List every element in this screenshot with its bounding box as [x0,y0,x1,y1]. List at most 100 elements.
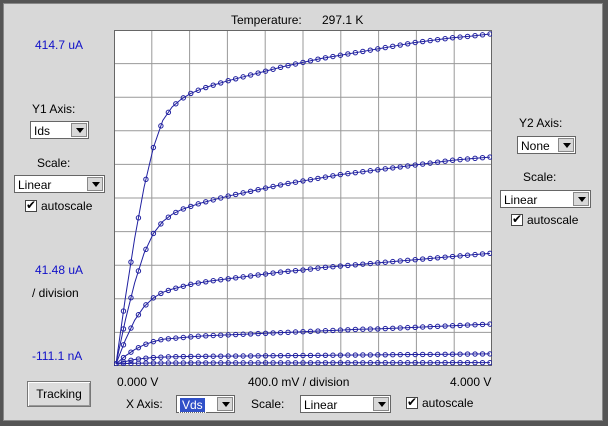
data-point [173,209,179,216]
data-point [322,55,329,61]
data-point [158,360,164,366]
data-point [218,360,224,366]
data-point [225,353,231,359]
y1-top-value: 414.7 uA [35,38,84,52]
data-point [232,360,239,366]
data-point [158,290,164,297]
data-point [375,352,381,358]
curve-tracer-panel: Temperature: 297.1 K 414.7 uA Y1 Axis: I… [3,3,603,421]
data-point [114,361,119,366]
chevron-down-icon [71,123,87,137]
data-point [255,330,261,337]
data-point [150,144,157,151]
data-point [367,260,374,267]
data-point [262,68,269,74]
data-point [449,253,456,260]
x-axis-select[interactable]: Vds [176,395,235,413]
x-axis-value: Vds [179,397,206,413]
tracking-button[interactable]: Tracking [27,381,91,407]
data-point [292,360,299,366]
data-point [457,322,463,329]
data-point [158,123,164,129]
data-point [419,256,426,262]
y2-autoscale-checkbox[interactable]: ✔ [511,212,523,226]
data-point [434,255,441,261]
data-point [143,355,149,361]
y1-autoscale-checkbox[interactable]: ✔ [25,198,37,212]
data-point [285,180,291,187]
chevron-down-icon [558,138,574,152]
y1-bottom-value: -111.1 nA [32,349,83,363]
data-point [397,351,403,358]
y2-scale-select[interactable]: Linear [500,190,591,208]
data-point [143,246,149,253]
data-point [255,272,261,278]
data-point [449,351,456,357]
data-point [382,325,388,332]
data-point [188,360,194,366]
data-point [195,201,201,207]
data-point [285,268,291,275]
data-point [165,336,172,342]
data-point [270,270,276,276]
data-point [143,302,149,308]
data-point [285,62,291,69]
data-point [120,326,127,332]
data-point [397,258,403,264]
data-point [225,332,231,338]
data-point [262,271,269,277]
data-point [487,359,492,366]
data-point [277,329,284,336]
data-point [322,360,329,366]
data-point [427,160,433,166]
data-point [225,193,231,199]
checkmark-icon: ✔ [26,198,37,212]
data-point [464,156,471,162]
data-point [232,275,239,281]
y1-scale-label: Scale: [37,156,71,170]
data-point [270,66,276,72]
data-point [442,323,448,329]
data-point [322,174,329,180]
x-scale-value: Linear [304,398,338,412]
data-point [390,360,396,366]
data-point [262,185,269,191]
data-point [375,167,381,173]
data-point [472,155,478,162]
data-point [247,331,254,337]
data-point [315,265,321,271]
chevron-down-icon [87,177,103,191]
data-point [210,360,216,366]
y2-axis-select[interactable]: None [517,136,576,154]
data-point [397,325,403,331]
data-point [382,360,388,366]
data-point [412,162,418,168]
data-point [307,58,314,64]
data-point [292,267,299,274]
data-point [337,52,344,58]
data-point [360,352,366,358]
checkmark-icon: ✔ [407,395,418,409]
y1-axis-select[interactable]: Ids [30,121,89,139]
x-autoscale-checkbox[interactable]: ✔ [406,395,418,409]
data-point [218,195,224,201]
data-point [180,360,187,366]
data-point [143,360,149,366]
x-scale-select[interactable]: Linear [300,395,391,413]
data-point [345,170,351,177]
data-point [405,41,411,47]
data-point [255,186,261,193]
data-point [457,351,463,357]
x-autoscale-label: autoscale [422,396,474,410]
data-point [487,321,492,327]
y1-scale-select[interactable]: Linear [14,175,105,193]
data-point [173,335,179,341]
data-point [405,163,411,169]
data-point [120,342,127,348]
data-point [270,353,276,359]
data-point [232,191,239,198]
data-point [277,360,284,366]
data-point [472,33,478,39]
data-point [330,173,336,179]
data-point [427,37,433,44]
